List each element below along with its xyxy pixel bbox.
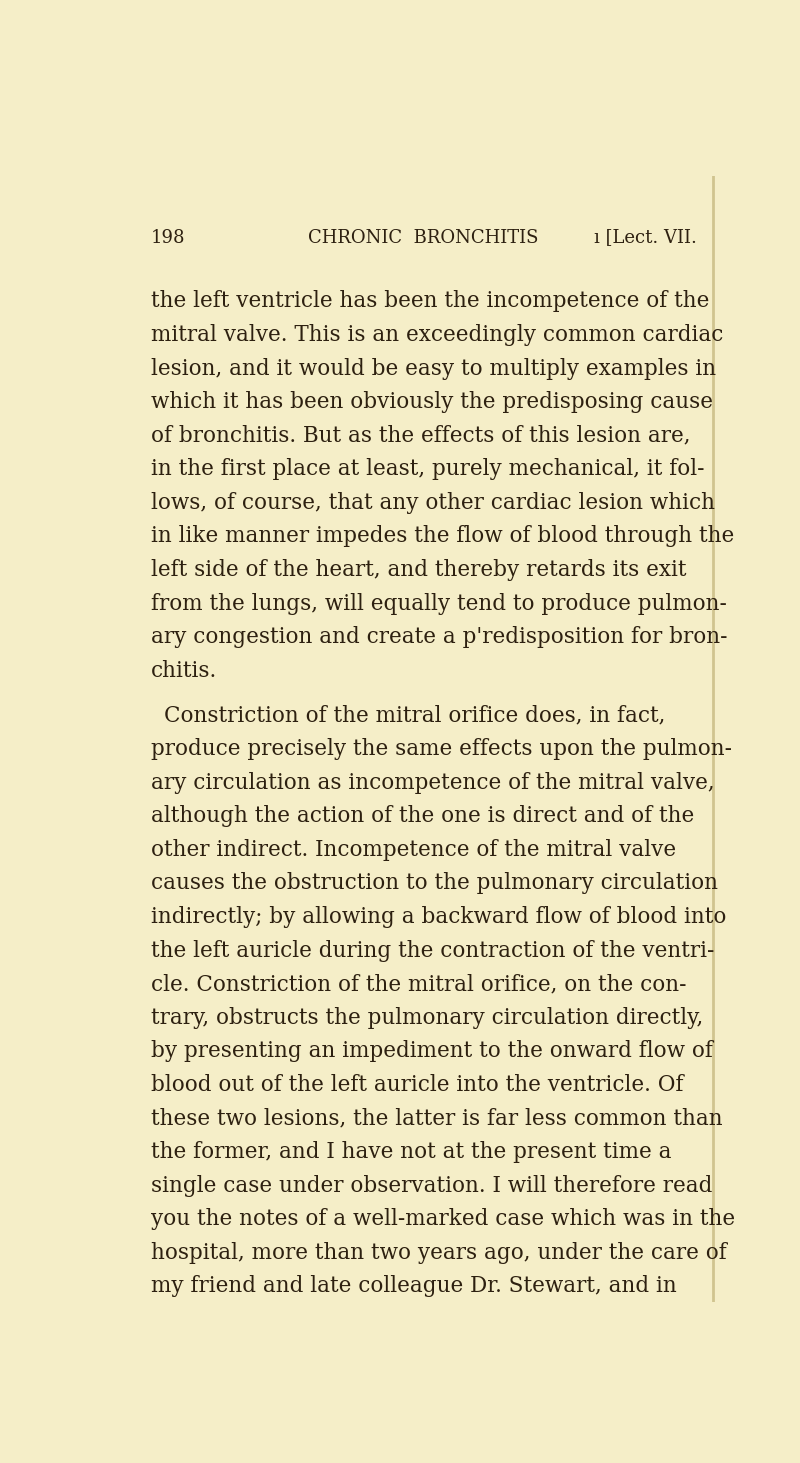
Text: in like manner impedes the flow of blood through the: in like manner impedes the flow of blood…	[151, 525, 734, 547]
Text: chitis.: chitis.	[151, 660, 217, 682]
Text: trary, obstructs the pulmonary circulation directly,: trary, obstructs the pulmonary circulati…	[151, 1007, 703, 1028]
Text: ı [Lect. VII.: ı [Lect. VII.	[594, 228, 697, 246]
Text: these two lesions, the latter is far less common than: these two lesions, the latter is far les…	[151, 1107, 722, 1129]
Text: ary congestion and create a p'redisposition for bron-: ary congestion and create a p'redisposit…	[151, 626, 727, 648]
Text: lesion, and it would be easy to multiply examples in: lesion, and it would be easy to multiply…	[151, 357, 716, 379]
Text: ary circulation as incompetence of the mitral valve,: ary circulation as incompetence of the m…	[151, 771, 714, 794]
Text: produce precisely the same effects upon the pulmon-: produce precisely the same effects upon …	[151, 739, 732, 761]
Text: Constriction of the mitral orifice does, in fact,: Constriction of the mitral orifice does,…	[165, 705, 666, 727]
Text: single case under observation. I will therefore read: single case under observation. I will th…	[151, 1175, 712, 1197]
Text: other indirect. Incompetence of the mitral valve: other indirect. Incompetence of the mitr…	[151, 838, 676, 860]
Text: of bronchitis. But as the effects of this lesion are,: of bronchitis. But as the effects of thi…	[151, 424, 690, 446]
Text: from the lungs, will equally tend to produce pulmon-: from the lungs, will equally tend to pro…	[151, 593, 726, 614]
Text: although the action of the one is direct and of the: although the action of the one is direct…	[151, 805, 694, 827]
Text: the left auricle during the contraction of the ventri-: the left auricle during the contraction …	[151, 939, 714, 961]
Text: which it has been obviously the predisposing cause: which it has been obviously the predispo…	[151, 391, 713, 413]
Text: cle. Constriction of the mitral orifice, on the con-: cle. Constriction of the mitral orifice,…	[151, 973, 686, 995]
Text: in the first place at least, purely mechanical, it fol-: in the first place at least, purely mech…	[151, 458, 704, 480]
Text: CHRONIC  BRONCHITIS: CHRONIC BRONCHITIS	[308, 228, 539, 246]
Text: indirectly; by allowing a backward flow of blood into: indirectly; by allowing a backward flow …	[151, 906, 726, 928]
Text: causes the obstruction to the pulmonary circulation: causes the obstruction to the pulmonary …	[151, 872, 718, 894]
Text: the left ventricle has been the incompetence of the: the left ventricle has been the incompet…	[151, 291, 710, 313]
Text: left side of the heart, and thereby retards its exit: left side of the heart, and thereby reta…	[151, 559, 686, 581]
Text: mitral valve. This is an exceedingly common cardiac: mitral valve. This is an exceedingly com…	[151, 323, 723, 347]
Text: lows, of course, that any other cardiac lesion which: lows, of course, that any other cardiac …	[151, 492, 715, 514]
Text: hospital, more than two years ago, under the care of: hospital, more than two years ago, under…	[151, 1242, 726, 1264]
Text: blood out of the left auricle into the ventricle. Of: blood out of the left auricle into the v…	[151, 1074, 683, 1096]
Text: 198: 198	[151, 228, 186, 246]
Text: by presenting an impediment to the onward flow of: by presenting an impediment to the onwar…	[151, 1040, 713, 1062]
Text: you the notes of a well-marked case which was in the: you the notes of a well-marked case whic…	[151, 1208, 735, 1230]
Text: the former, and I have not at the present time a: the former, and I have not at the presen…	[151, 1141, 671, 1163]
Text: my friend and late colleague Dr. Stewart, and in: my friend and late colleague Dr. Stewart…	[151, 1276, 677, 1298]
